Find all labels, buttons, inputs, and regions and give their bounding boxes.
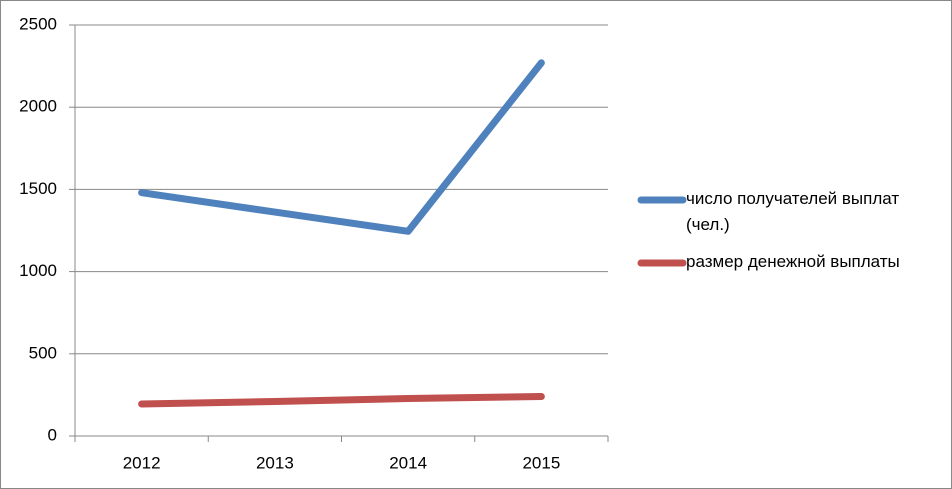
y-tick-label: 2500 — [19, 14, 57, 33]
legend-entry: размер денежной выплаты — [686, 252, 900, 271]
x-tick-label: 2012 — [123, 453, 161, 472]
x-tick-label: 2013 — [256, 453, 294, 472]
x-tick-label: 2015 — [522, 453, 560, 472]
series-line — [138, 393, 545, 408]
x-tick-label: 2014 — [389, 453, 427, 472]
legend-label: размер денежной выплаты — [686, 252, 900, 271]
y-tick-label: 2000 — [19, 97, 57, 116]
y-tick-label: 1000 — [19, 261, 57, 280]
legend-entry: число получателей выплат (чел.) — [686, 189, 900, 234]
y-tick-label: 500 — [29, 343, 57, 362]
legend-label: число получателей выплат (чел.) — [686, 189, 900, 234]
y-tick-label: 0 — [48, 425, 57, 444]
y-tick-label: 1500 — [19, 179, 57, 198]
series-line — [138, 59, 545, 235]
